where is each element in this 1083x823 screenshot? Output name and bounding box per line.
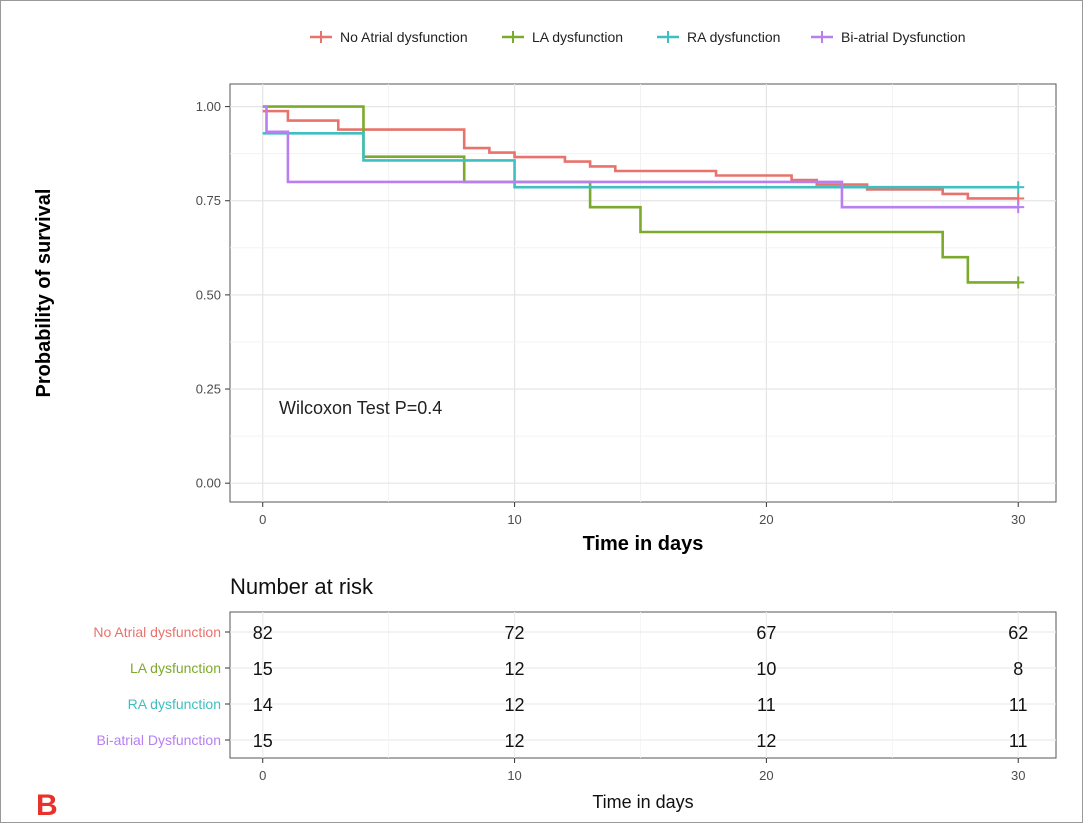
- x-tick-label: 30: [1011, 512, 1025, 527]
- risk-count: 11: [1009, 731, 1028, 751]
- risk-x-tick-label: 20: [759, 768, 773, 783]
- risk-group-label: Bi-atrial Dysfunction: [97, 732, 222, 748]
- legend-item: RA dysfunction: [657, 29, 780, 45]
- y-tick-label: 0.00: [196, 476, 221, 491]
- risk-count: 12: [505, 659, 525, 679]
- survival-curve-group: [262, 132, 1025, 194]
- risk-count: 62: [1008, 623, 1028, 643]
- risk-x-tick-label: 10: [507, 768, 521, 783]
- risk-count: 11: [1009, 695, 1028, 715]
- x-tick-label: 0: [259, 512, 266, 527]
- risk-count: 15: [253, 731, 273, 751]
- legend-item: LA dysfunction: [502, 29, 623, 45]
- legend-label: RA dysfunction: [687, 29, 780, 45]
- survival-curve: [262, 105, 1019, 284]
- risk-count: 8: [1013, 659, 1023, 679]
- survival-curves: [262, 105, 1025, 289]
- x-tick-label: 10: [507, 512, 521, 527]
- survival-curve-group: [262, 105, 1025, 289]
- risk-count: 10: [756, 659, 776, 679]
- x-axis-label: Time in days: [583, 533, 704, 555]
- risk-count: 11: [757, 695, 776, 715]
- y-tick-label: 0.75: [196, 193, 221, 208]
- risk-count: 12: [756, 731, 776, 751]
- risk-table: No Atrial dysfunction 82 72 67 62 LA dysfunct…: [93, 612, 1056, 783]
- survival-curve: [262, 109, 1019, 200]
- test-annotation: Wilcoxon Test P=0.4: [279, 398, 442, 418]
- survival-curve: [262, 132, 1019, 189]
- risk-group-label: No Atrial dysfunction: [93, 624, 221, 640]
- y-tick-label: 1.00: [196, 99, 221, 114]
- survival-curve-group: [262, 105, 1025, 214]
- risk-count: 12: [505, 731, 525, 751]
- risk-count: 72: [505, 623, 525, 643]
- risk-count: 67: [756, 623, 776, 643]
- risk-table-title: Number at risk: [230, 574, 374, 599]
- legend-item: Bi-atrial Dysfunction: [811, 29, 966, 45]
- y-tick-label: 0.50: [196, 287, 221, 302]
- legend-label: LA dysfunction: [532, 29, 623, 45]
- risk-table-x-label: Time in days: [592, 792, 693, 812]
- survival-curve: [262, 105, 1019, 209]
- y-axis: 0.00 0.25 0.50 0.75 1.00: [196, 99, 230, 491]
- risk-table-panel: [229, 611, 1057, 759]
- risk-x-tick-label: 0: [259, 768, 266, 783]
- risk-count: 14: [253, 695, 273, 715]
- x-axis: 0 10 20 30: [259, 502, 1025, 527]
- risk-count: 15: [253, 659, 273, 679]
- risk-x-tick-label: 30: [1011, 768, 1025, 783]
- legend-item: No Atrial dysfunction: [310, 29, 468, 45]
- plot-panel: [229, 83, 1057, 503]
- risk-count: 12: [505, 695, 525, 715]
- panel-letter: B: [36, 789, 58, 822]
- gridlines: [230, 84, 1056, 502]
- x-tick-label: 20: [759, 512, 773, 527]
- legend-label: Bi-atrial Dysfunction: [841, 29, 966, 45]
- y-tick-label: 0.25: [196, 382, 221, 397]
- risk-group-label: RA dysfunction: [128, 696, 221, 712]
- legend: No Atrial dysfunction LA dysfunction RA dy…: [310, 29, 966, 45]
- risk-count: 82: [253, 623, 273, 643]
- legend-label: No Atrial dysfunction: [340, 29, 468, 45]
- risk-group-label: LA dysfunction: [130, 660, 221, 676]
- y-axis-label: Probability of survival: [33, 189, 55, 398]
